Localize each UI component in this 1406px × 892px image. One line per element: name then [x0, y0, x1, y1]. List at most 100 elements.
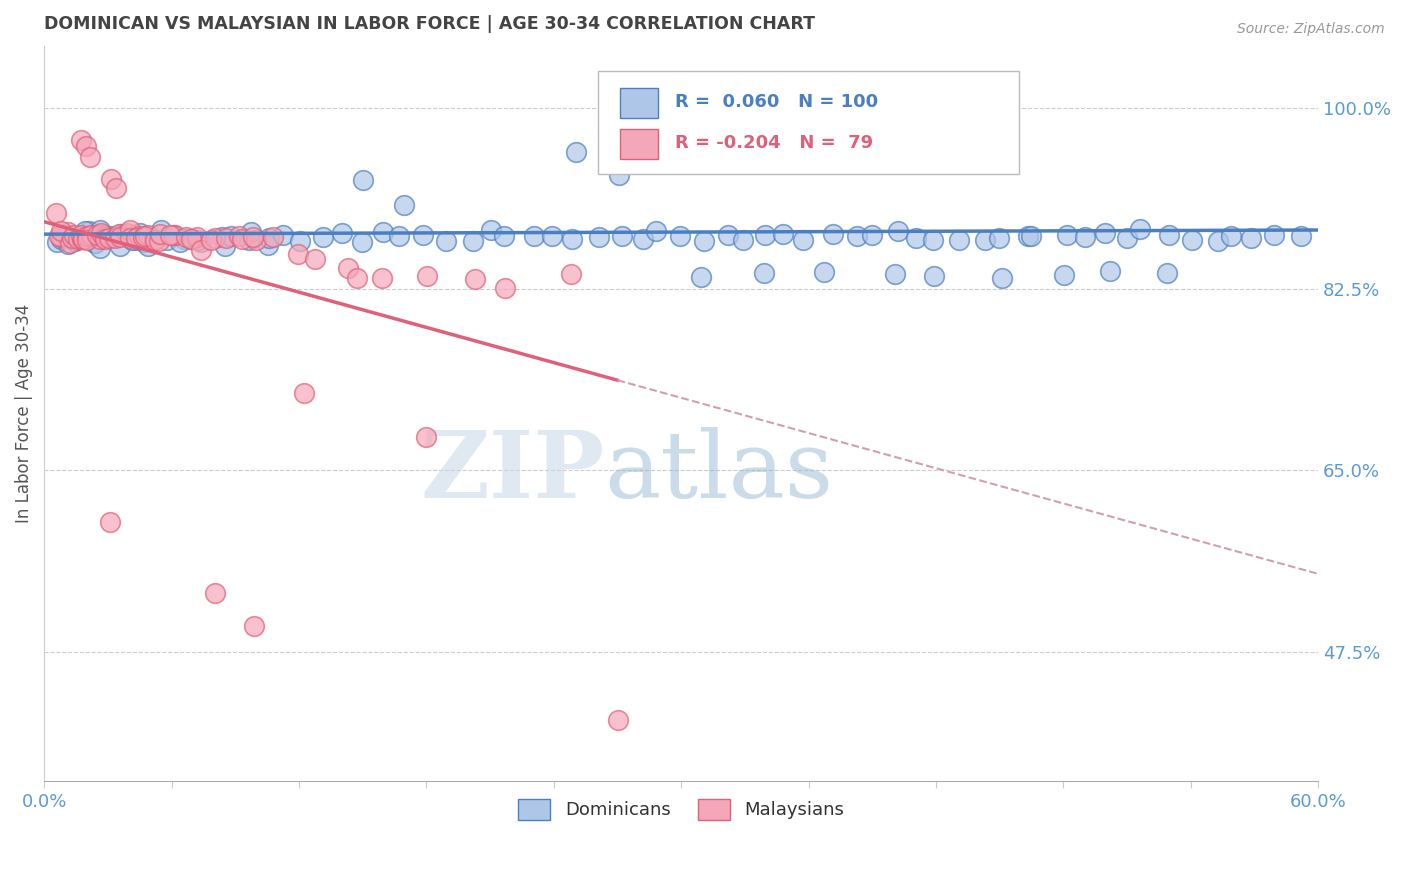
Point: [845, 229, 868, 244]
Point: [492, 229, 515, 244]
Point: [149, 227, 172, 241]
Point: [89, 232, 111, 246]
Point: [1240, 231, 1263, 245]
Point: [67, 232, 90, 246]
FancyBboxPatch shape: [620, 129, 658, 159]
Point: [132, 230, 155, 244]
Point: [922, 233, 945, 247]
Point: [271, 227, 294, 242]
Point: [416, 268, 439, 283]
Point: [76, 229, 98, 244]
Text: R =  0.060   N = 100: R = 0.060 N = 100: [675, 93, 877, 111]
Point: [717, 228, 740, 243]
Point: [922, 269, 945, 284]
Point: [560, 267, 582, 281]
Point: [180, 232, 202, 246]
Point: [1074, 230, 1097, 244]
Point: [541, 229, 564, 244]
Point: [103, 230, 125, 244]
Point: [200, 233, 222, 247]
Point: [110, 227, 132, 241]
Point: [84, 235, 107, 250]
Point: [561, 232, 583, 246]
Point: [346, 271, 368, 285]
FancyBboxPatch shape: [620, 88, 658, 118]
Point: [464, 272, 486, 286]
Point: [60, 231, 83, 245]
Point: [107, 227, 129, 241]
Point: [288, 234, 311, 248]
Text: Source: ZipAtlas.com: Source: ZipAtlas.com: [1237, 22, 1385, 37]
Point: [245, 233, 267, 247]
Point: [645, 224, 668, 238]
Point: [94, 232, 117, 246]
Point: [89, 241, 111, 255]
Point: [211, 230, 233, 244]
Point: [72, 232, 94, 246]
Point: [371, 271, 394, 285]
Point: [1019, 229, 1042, 244]
Point: [98, 515, 121, 529]
Point: [70, 227, 93, 242]
Point: [228, 229, 250, 244]
Point: [136, 228, 159, 243]
Point: [100, 171, 122, 186]
Point: [1156, 266, 1178, 280]
Point: [104, 181, 127, 195]
Point: [186, 230, 208, 244]
Text: R = -0.204   N =  79: R = -0.204 N = 79: [675, 134, 873, 152]
Point: [79, 229, 101, 244]
Point: [886, 224, 908, 238]
Point: [669, 228, 692, 243]
Point: [174, 230, 197, 244]
Point: [238, 233, 260, 247]
Point: [77, 224, 100, 238]
Point: [48, 228, 70, 243]
Point: [1116, 231, 1139, 245]
Point: [214, 238, 236, 252]
Point: [905, 231, 928, 245]
Point: [588, 229, 610, 244]
Point: [104, 231, 127, 245]
Point: [49, 231, 72, 245]
Point: [304, 252, 326, 267]
Point: [136, 239, 159, 253]
Point: [190, 235, 212, 249]
Point: [97, 231, 120, 245]
Point: [352, 173, 374, 187]
Point: [231, 232, 253, 246]
Point: [1157, 228, 1180, 243]
Point: [610, 229, 633, 244]
Point: [1053, 268, 1076, 282]
Point: [690, 270, 713, 285]
Point: [93, 230, 115, 244]
Point: [731, 233, 754, 247]
Text: ZIP: ZIP: [420, 427, 605, 517]
Point: [1098, 264, 1121, 278]
Point: [163, 227, 186, 242]
Point: [352, 235, 374, 250]
Point: [392, 197, 415, 211]
Point: [51, 224, 73, 238]
Point: [80, 227, 103, 242]
Point: [59, 236, 82, 251]
Point: [180, 232, 202, 246]
Point: [148, 234, 170, 248]
Point: [125, 230, 148, 244]
Point: [134, 235, 156, 249]
Point: [75, 139, 97, 153]
Point: [86, 228, 108, 243]
Point: [481, 223, 503, 237]
Point: [94, 230, 117, 244]
Point: [991, 271, 1014, 285]
Point: [292, 386, 315, 401]
Point: [412, 227, 434, 242]
Point: [186, 233, 208, 247]
Text: atlas: atlas: [605, 427, 834, 517]
Point: [215, 231, 238, 245]
Point: [84, 236, 107, 251]
Point: [693, 234, 716, 248]
Point: [56, 225, 79, 239]
Point: [69, 132, 91, 146]
Point: [65, 233, 87, 247]
